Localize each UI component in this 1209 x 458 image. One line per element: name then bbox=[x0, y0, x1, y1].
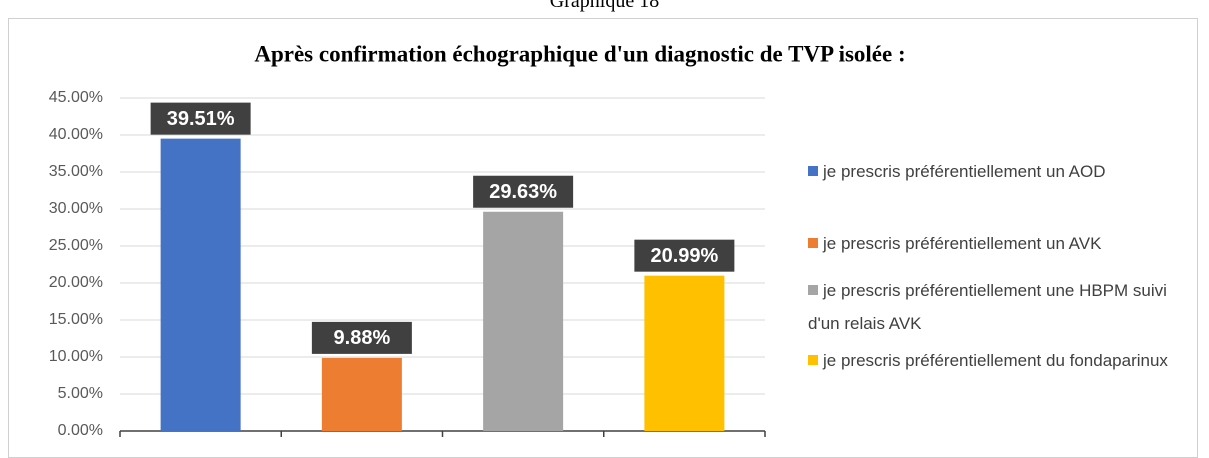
y-tick-label: 5.00% bbox=[58, 385, 103, 402]
value-label: 39.51% bbox=[167, 108, 235, 130]
bar bbox=[483, 211, 564, 431]
bar bbox=[644, 275, 725, 431]
y-tick-label: 25.00% bbox=[49, 237, 103, 254]
legend-entry: je prescris préférentiellement du fondap… bbox=[808, 344, 1198, 377]
value-label-group: 20.99% bbox=[634, 239, 735, 272]
legend-label: je prescris préférentiellement du fondap… bbox=[823, 351, 1168, 370]
value-label-group: 39.51% bbox=[150, 102, 251, 135]
legend-swatch bbox=[808, 355, 818, 365]
legend-entry: je prescris préférentiellement une HBPM … bbox=[808, 274, 1198, 340]
value-label-box bbox=[150, 102, 251, 135]
legend-label: je prescris préférentiellement un AVK bbox=[823, 234, 1102, 253]
legend-entry: je prescris préférentiellement un AOD bbox=[808, 155, 1198, 188]
value-label: 9.88% bbox=[334, 327, 391, 349]
y-tick-label: 20.00% bbox=[49, 274, 103, 291]
value-label: 20.99% bbox=[650, 245, 718, 267]
value-label-box bbox=[473, 175, 574, 208]
y-tick-label: 10.00% bbox=[49, 348, 103, 365]
y-tick-label: 45.00% bbox=[49, 89, 103, 106]
chart-title: Après confirmation échographique d'un di… bbox=[254, 41, 905, 66]
value-label-box bbox=[634, 239, 735, 272]
legend-swatch bbox=[808, 166, 818, 176]
value-label-group: 9.88% bbox=[311, 321, 412, 354]
y-tick-label: 15.00% bbox=[49, 311, 103, 328]
value-label-box bbox=[311, 321, 412, 354]
value-label-group: 29.63% bbox=[473, 175, 574, 208]
legend-entry: je prescris préférentiellement un AVK bbox=[808, 227, 1198, 260]
y-tick-label: 0.00% bbox=[58, 422, 103, 439]
y-tick-label: 40.00% bbox=[49, 126, 103, 143]
caption: Graphique 18 bbox=[549, 0, 660, 12]
y-tick-label: 30.00% bbox=[49, 200, 103, 217]
y-tick-label: 35.00% bbox=[49, 163, 103, 180]
value-label: 29.63% bbox=[489, 181, 557, 203]
legend-label: je prescris préférentiellement un AOD bbox=[823, 162, 1106, 181]
legend-swatch bbox=[808, 285, 818, 295]
legend-swatch bbox=[808, 238, 818, 248]
bar bbox=[160, 138, 241, 431]
bar bbox=[321, 357, 402, 431]
legend-label: je prescris préférentiellement une HBPM … bbox=[808, 281, 1167, 333]
